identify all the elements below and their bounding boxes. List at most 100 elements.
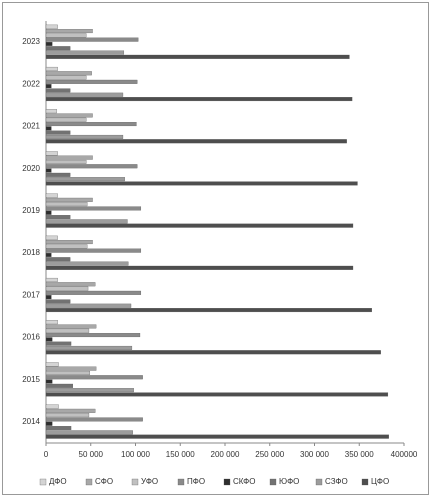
bar [45, 252, 52, 257]
x-tick-label: 0 [44, 450, 49, 459]
x-tick-label: 150 000 [166, 450, 195, 459]
legend-swatch [177, 478, 185, 486]
bar [45, 265, 354, 270]
bar [45, 215, 71, 220]
bar [45, 159, 87, 164]
y-tick-label: 2021 [22, 122, 40, 131]
bar [45, 366, 97, 371]
bar [45, 54, 350, 59]
bar [45, 282, 96, 287]
bar [45, 155, 93, 160]
bar [45, 66, 58, 71]
legend-swatch [361, 478, 369, 486]
legend-label: ДФО [49, 477, 67, 486]
bar [45, 320, 58, 325]
bar [45, 248, 142, 253]
bar [45, 244, 88, 249]
legend-swatch [315, 478, 323, 486]
bar [45, 345, 133, 350]
bar [45, 139, 347, 144]
bar [45, 71, 92, 76]
legend-label: ПФО [187, 477, 205, 486]
bar [45, 370, 91, 375]
bar [45, 240, 93, 245]
x-tick-label: 50 000 [79, 450, 104, 459]
x-tick-label: 350 000 [345, 450, 374, 459]
bar [45, 341, 72, 346]
bar [45, 383, 74, 388]
x-tick-label: 100 000 [121, 450, 150, 459]
bar [45, 303, 132, 308]
bar [45, 122, 137, 127]
bar [45, 88, 71, 93]
bar [45, 408, 96, 413]
bar [45, 172, 71, 177]
bar [45, 29, 93, 34]
bar [45, 324, 97, 329]
bar [45, 193, 58, 198]
bar [45, 33, 87, 38]
bar [45, 333, 141, 338]
legend-label: ЮФО [279, 477, 299, 486]
bar [45, 375, 143, 380]
x-tick-label: 400000 [391, 450, 418, 459]
bar [45, 404, 59, 409]
bar [45, 290, 142, 295]
bar [45, 379, 53, 384]
bar [45, 41, 53, 46]
y-tick-label: 2014 [22, 417, 40, 426]
y-tick-label: 2022 [22, 79, 40, 88]
y-tick-label: 2023 [22, 37, 40, 46]
bar [45, 164, 138, 169]
bar [45, 235, 58, 240]
bar [45, 97, 353, 102]
x-tick-label: 200 000 [211, 450, 240, 459]
bar [45, 37, 139, 42]
bar [45, 257, 71, 262]
bar [45, 84, 52, 89]
bar [45, 168, 52, 173]
bar [45, 109, 57, 114]
bar [45, 430, 133, 435]
bar [45, 261, 129, 266]
bar [45, 79, 138, 84]
legend-label: УФО [141, 477, 158, 486]
bar [45, 92, 124, 97]
bar [45, 46, 71, 51]
y-tick-label: 2019 [22, 206, 40, 215]
legend-label: СКФО [233, 477, 255, 486]
bar [45, 392, 389, 397]
bar [45, 277, 58, 282]
bar [45, 286, 89, 291]
bar [45, 223, 354, 228]
bar [45, 295, 52, 300]
bar [45, 219, 128, 224]
bar [45, 177, 125, 182]
bar [45, 181, 358, 186]
bar [45, 328, 90, 333]
bar [45, 421, 53, 426]
bar [45, 413, 90, 418]
bar [45, 197, 93, 202]
bar [45, 134, 124, 139]
bar [45, 24, 58, 29]
x-tick-label: 250 000 [255, 450, 284, 459]
legend-label: ЦФО [371, 477, 389, 486]
bar [45, 151, 58, 156]
y-tick-label: 2020 [22, 164, 40, 173]
bar [45, 206, 142, 211]
x-tick-label: 300 000 [300, 450, 329, 459]
legend-label: СФО [95, 477, 113, 486]
y-tick-label: 2016 [22, 333, 40, 342]
legend-swatch [223, 478, 231, 486]
y-tick-label: 2017 [22, 290, 40, 299]
bar [45, 130, 71, 135]
bar [45, 388, 134, 393]
bar [45, 50, 125, 55]
legend-swatch [39, 478, 47, 486]
bar [45, 117, 87, 122]
legend-swatch [269, 478, 277, 486]
bar [45, 350, 381, 355]
legend-label: СЗФО [325, 477, 348, 486]
